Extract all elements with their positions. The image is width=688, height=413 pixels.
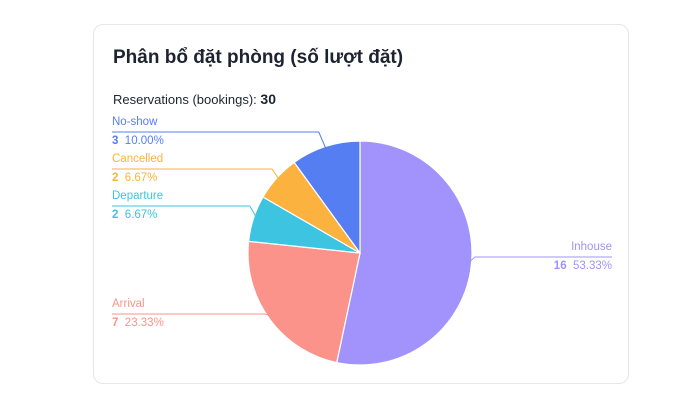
reservations-total-label: Reservations (bookings): bbox=[113, 92, 257, 107]
slice-label-departure: Departure bbox=[112, 190, 163, 202]
pie-slice-inhouse bbox=[336, 140, 473, 366]
card-title: Phân bổ đặt phòng (số lượt đặt) bbox=[113, 47, 404, 68]
pie-chart: Inhouse 16 53.33% Arrival 7 23.33% Departure… bbox=[112, 116, 612, 366]
reservations-total: Reservations (bookings): 30 bbox=[113, 91, 276, 107]
slice-label-arrival: Arrival bbox=[112, 298, 145, 310]
slice-value-departure: 2 6.67% bbox=[112, 209, 157, 221]
booking-distribution-card: Phân bổ đặt phòng (số lượt đặt) Reservat… bbox=[93, 24, 629, 384]
reservations-total-value: 30 bbox=[260, 91, 276, 107]
slice-value-cancelled: 2 6.67% bbox=[112, 172, 157, 184]
slice-label-no-show: No-show bbox=[112, 116, 158, 128]
slice-value-arrival: 7 23.33% bbox=[112, 317, 164, 329]
slice-label-inhouse: Inhouse bbox=[571, 241, 612, 253]
pie-slice-arrival bbox=[247, 240, 361, 364]
slice-value-inhouse: 16 53.33% bbox=[554, 260, 612, 272]
leader-line-no-show bbox=[112, 131, 328, 151]
leader-line-departure bbox=[112, 205, 259, 221]
leader-line-inhouse bbox=[466, 256, 612, 265]
slice-value-no-show: 3 10.00% bbox=[112, 135, 164, 147]
leader-line-cancelled bbox=[112, 168, 281, 182]
leader-line-arrival bbox=[112, 313, 274, 317]
slice-label-cancelled: Cancelled bbox=[112, 153, 163, 165]
